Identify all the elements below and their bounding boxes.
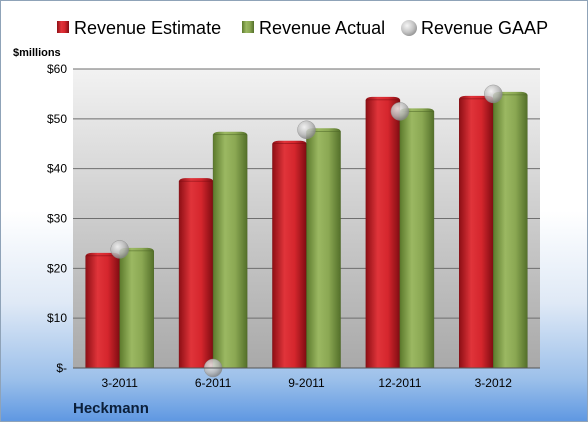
revenue-estimate-bar <box>85 255 120 369</box>
legend-swatch-revenue-actual <box>242 21 254 33</box>
y-tick-label: $- <box>56 361 67 375</box>
revenue-gaap-marker <box>390 102 410 121</box>
revenue-actual-bar <box>399 111 435 369</box>
revenue-estimate-bar <box>178 180 214 369</box>
revenue-actual-bar <box>212 134 248 369</box>
revenue-estimate-bar <box>365 99 401 369</box>
bars <box>85 91 528 369</box>
x-tick-label: 3-2012 <box>475 376 513 390</box>
revenue-gaap-marker <box>110 240 129 259</box>
x-tick-label: 6-2011 <box>195 376 232 390</box>
x-tick-label: 9-2011 <box>288 376 325 390</box>
revenue-actual-bar <box>493 94 528 369</box>
y-tick-label: $20 <box>47 261 67 275</box>
legend-item-revenue-gaap: Revenue GAAP <box>401 18 548 38</box>
legend-label-revenue-estimate: Revenue Estimate <box>74 18 221 38</box>
company-label: Heckmann <box>73 400 149 417</box>
revenue-actual-bar <box>306 131 341 369</box>
legend-label-revenue-gaap: Revenue GAAP <box>421 18 548 38</box>
legend: Revenue Estimate Revenue Actual Revenue … <box>57 18 548 38</box>
revenue-estimate-bar <box>272 143 307 369</box>
y-tick-label: $40 <box>47 162 67 176</box>
revenue-gaap-marker <box>297 120 316 140</box>
revenue-actual-bar <box>119 250 154 369</box>
legend-swatch-revenue-gaap <box>401 20 417 36</box>
y-axis-ticks: $- $10 $20 $30 $40 $50 $60 <box>47 62 67 375</box>
y-axis-unit-label: $millions <box>13 47 61 59</box>
y-tick-label: $50 <box>47 112 67 126</box>
x-tick-label: 12-2011 <box>378 376 421 390</box>
revenue-gaap-marker <box>484 84 503 104</box>
legend-swatch-revenue-estimate <box>57 21 69 33</box>
legend-label-revenue-actual: Revenue Actual <box>259 18 385 38</box>
y-tick-label: $10 <box>47 311 67 325</box>
legend-item-revenue-estimate: Revenue Estimate <box>57 18 221 38</box>
y-tick-label: $30 <box>47 212 67 226</box>
y-tick-label: $60 <box>47 62 67 76</box>
legend-item-revenue-actual: Revenue Actual <box>242 18 385 38</box>
revenue-estimate-bar <box>459 98 494 369</box>
x-axis-ticks: 3-2011 6-2011 9-2011 12-2011 3-2012 <box>101 376 512 390</box>
x-tick-label: 3-2011 <box>101 376 138 390</box>
